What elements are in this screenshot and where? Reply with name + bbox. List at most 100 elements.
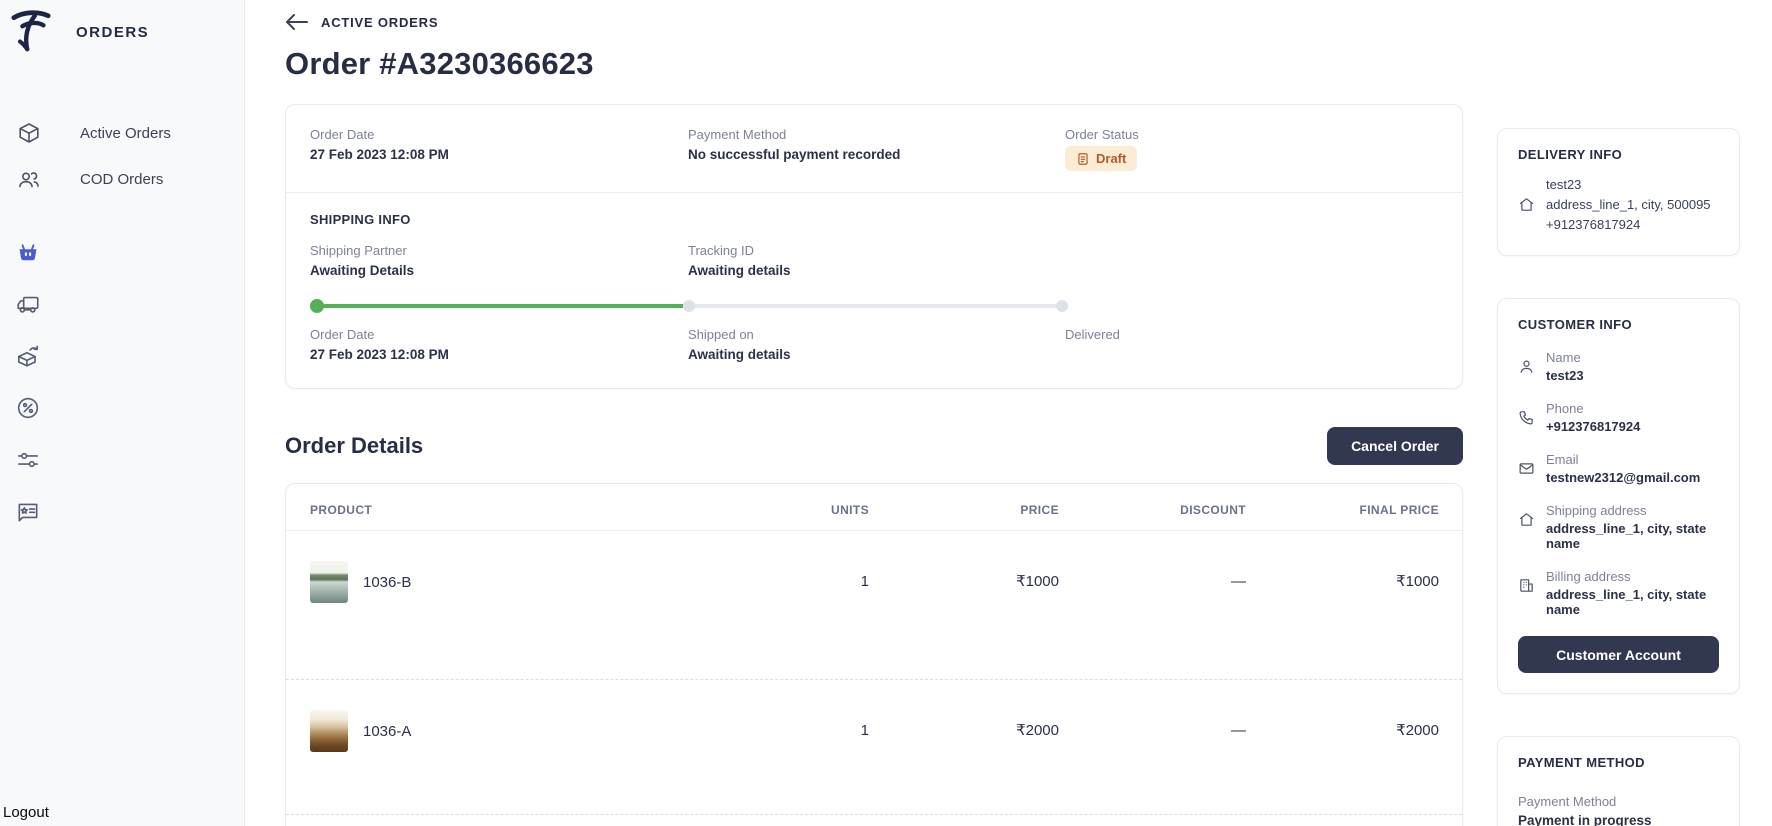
column-price: PRICE bbox=[1020, 503, 1059, 517]
units-value: 1 bbox=[860, 722, 869, 739]
sidebar-icon-nav bbox=[0, 226, 244, 538]
customer-billing-address-row: Billing address address_line_1, city, st… bbox=[1518, 569, 1719, 617]
breadcrumb: ACTIVE ORDERS bbox=[285, 13, 1463, 31]
status-badge-label: Draft bbox=[1096, 151, 1127, 166]
sidebar-item-settings[interactable] bbox=[0, 434, 244, 486]
order-date-label: Order Date bbox=[310, 127, 375, 142]
sidebar-item-label: COD Orders bbox=[80, 170, 164, 188]
progress-dot-ordered bbox=[310, 299, 324, 313]
delivered-field: Delivered bbox=[1065, 327, 1438, 362]
tracking-id-field: Tracking ID Awaiting details bbox=[688, 243, 1065, 278]
discount-value: — bbox=[1231, 722, 1246, 739]
delivery-info-title: DELIVERY INFO bbox=[1518, 147, 1623, 162]
product-name: 1036-A bbox=[363, 722, 412, 740]
customer-account-button[interactable]: Customer Account bbox=[1518, 636, 1719, 673]
customer-info-title: CUSTOMER INFO bbox=[1518, 317, 1633, 332]
customer-name-row: Name test23 bbox=[1518, 350, 1719, 383]
customer-shipping-address-row: Shipping address address_line_1, city, s… bbox=[1518, 503, 1719, 551]
logout-link[interactable]: Logout bbox=[3, 804, 49, 821]
order-details-title: Order Details bbox=[285, 433, 424, 458]
shipped-on-value: Awaiting details bbox=[688, 347, 791, 362]
product-name: 1036-B bbox=[363, 573, 412, 591]
sidebar-title: ORDERS bbox=[76, 23, 150, 41]
sidebar-item-active-orders[interactable]: Active Orders bbox=[0, 110, 244, 156]
back-arrow-icon[interactable] bbox=[285, 13, 309, 31]
customer-field-label: Billing address bbox=[1546, 569, 1631, 584]
shipping-partner-label: Shipping Partner bbox=[310, 243, 407, 258]
document-icon bbox=[1076, 152, 1090, 166]
final-price-value: ₹2000 bbox=[1396, 722, 1439, 739]
tracking-id-label: Tracking ID bbox=[688, 243, 754, 258]
payment-method-field: Payment Method No successful payment rec… bbox=[688, 127, 1065, 171]
shipped-on-field: Shipped on Awaiting details bbox=[688, 327, 1065, 362]
column-discount: DISCOUNT bbox=[1180, 503, 1246, 517]
customer-field-value: address_line_1, city, state name bbox=[1546, 521, 1707, 551]
price-value: ₹1000 bbox=[1016, 573, 1059, 590]
brand-logo-icon bbox=[10, 10, 52, 54]
customer-phone-row: Phone +912376817924 bbox=[1518, 401, 1719, 434]
progress-order-date-label: Order Date bbox=[310, 327, 375, 342]
customer-field-label: Name bbox=[1546, 350, 1581, 365]
customer-field-label: Phone bbox=[1546, 401, 1584, 416]
package-icon bbox=[17, 121, 41, 145]
final-price-value: ₹1000 bbox=[1396, 573, 1439, 590]
delivery-name: test23 bbox=[1546, 177, 1582, 192]
payment-method-value: No successful payment recorded bbox=[688, 147, 901, 162]
progress-order-date-value: 27 Feb 2023 12:08 PM bbox=[310, 347, 449, 362]
shipping-partner-value: Awaiting Details bbox=[310, 263, 415, 278]
payment-method-label: Payment Method bbox=[1518, 794, 1617, 809]
truck-icon bbox=[15, 291, 41, 317]
shipping-partner-field: Shipping Partner Awaiting Details bbox=[310, 243, 688, 278]
sidebar-item-cod-orders[interactable]: COD Orders bbox=[0, 156, 244, 202]
progress-order-date-field: Order Date 27 Feb 2023 12:08 PM bbox=[310, 327, 688, 362]
home-icon bbox=[1518, 196, 1535, 213]
sidebar-item-discounts[interactable] bbox=[0, 382, 244, 434]
customer-email-row: Email testnew2312@gmail.com bbox=[1518, 452, 1719, 485]
sidebar-item-shipments[interactable] bbox=[0, 278, 244, 330]
order-items-table: PRODUCT UNITS PRICE DISCOUNT FINAL PRICE… bbox=[285, 483, 1463, 826]
sidebar-item-basket[interactable] bbox=[0, 226, 244, 278]
delivered-label: Delivered bbox=[1065, 327, 1120, 342]
page-title: Order #A3230366623 bbox=[285, 46, 594, 81]
product-thumbnail bbox=[310, 710, 348, 752]
sidebar-nav: Active Orders COD Orders bbox=[0, 110, 244, 202]
payment-method-card: PAYMENT METHOD Payment Method Payment in… bbox=[1497, 736, 1740, 826]
card-divider bbox=[286, 192, 1462, 193]
delivery-address: address_line_1, city, 500095 bbox=[1546, 197, 1711, 212]
column-product: PRODUCT bbox=[310, 503, 373, 517]
customer-field-value: address_line_1, city, state name bbox=[1546, 587, 1707, 617]
payment-method-value: Payment in progress bbox=[1518, 813, 1652, 826]
payment-method-label: Payment Method bbox=[688, 127, 787, 142]
home-icon bbox=[1518, 511, 1535, 528]
shipping-section-title: SHIPPING INFO bbox=[310, 212, 411, 227]
table-row: 1036-A 1 ₹2000 — ₹2000 bbox=[286, 680, 1462, 815]
shipping-progress-bar bbox=[310, 299, 1068, 313]
progress-dot-shipped bbox=[683, 300, 695, 312]
delivery-phone: +912376817924 bbox=[1546, 217, 1641, 232]
basket-icon bbox=[15, 239, 41, 265]
status-badge: Draft bbox=[1065, 146, 1138, 171]
sidebar-item-returns[interactable] bbox=[0, 330, 244, 382]
reviews-icon bbox=[15, 499, 41, 525]
order-date-value: 27 Feb 2023 12:08 PM bbox=[310, 147, 449, 162]
units-value: 1 bbox=[860, 573, 869, 590]
sidebar: ORDERS Active Orders bbox=[0, 0, 245, 826]
table-row: 1036-B 1 ₹1000 — ₹1000 bbox=[286, 531, 1462, 680]
main-content: ACTIVE ORDERS Order #A3230366623 Order D… bbox=[285, 0, 1463, 826]
customer-field-value: test23 bbox=[1546, 368, 1584, 383]
order-status-field: Order Status Draft bbox=[1065, 127, 1438, 171]
shipped-on-label: Shipped on bbox=[688, 327, 754, 342]
product-thumbnail bbox=[310, 561, 348, 603]
sidebar-item-reviews[interactable] bbox=[0, 486, 244, 538]
order-summary-card: Order Date 27 Feb 2023 12:08 PM Payment … bbox=[285, 104, 1463, 389]
discount-value: — bbox=[1231, 573, 1246, 590]
customer-field-value: +912376817924 bbox=[1546, 419, 1641, 434]
order-status-label: Order Status bbox=[1065, 127, 1139, 142]
progress-segment-pending bbox=[695, 304, 1056, 308]
cancel-order-button[interactable]: Cancel Order bbox=[1327, 427, 1463, 465]
mail-icon bbox=[1518, 460, 1535, 477]
table-header-row: PRODUCT UNITS PRICE DISCOUNT FINAL PRICE bbox=[286, 484, 1462, 531]
sliders-icon bbox=[15, 447, 41, 473]
progress-dot-delivered bbox=[1056, 300, 1068, 312]
